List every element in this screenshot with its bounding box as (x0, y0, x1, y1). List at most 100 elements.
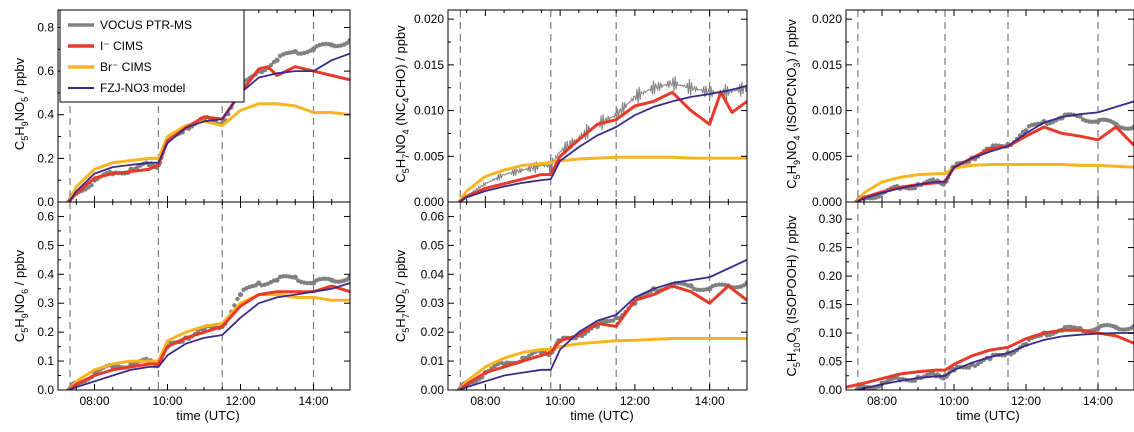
legend-label-brcims: Br⁻ CIMS (100, 60, 152, 74)
series-icims-line (458, 284, 747, 390)
data-point (268, 62, 274, 68)
series-icims-line (67, 65, 350, 202)
y-tick-label: 0.2 (37, 151, 54, 165)
x-axis-title-middle: time (UTC) (570, 408, 634, 423)
x-tick-label: 14:00 (298, 394, 328, 408)
y-axis-title-c5h7no4: C5H7NO4 (NC4CHO) / ppbv (393, 25, 411, 183)
series-brcims-line (458, 337, 747, 390)
data-point (744, 280, 747, 286)
data-point (320, 276, 325, 281)
x-tick-label: 14:00 (695, 394, 725, 408)
y-axis-titles: C5H9NO5 / ppbv C5H9NO6 / ppbv C5H7NO4 (N… (12, 19, 802, 377)
chart-panels: 0.0 0.2 0.4 0.6 0.8 0.0 0.1 0.2 0.3 0.4 0.5 0.6 08:0… (37, 9, 1134, 408)
y-tick-label: 0.000 (812, 195, 842, 209)
panel-c5h7no4: 0.000 0.005 0.010 0.015 0.020 (414, 9, 748, 209)
panel-c5h7no5: 0.00 0.01 0.02 0.03 0.04 0.05 0.06 08:00 10:00 12… (421, 201, 748, 408)
series-model-line (856, 100, 1134, 202)
y-tick-label: 0.04 (421, 267, 445, 281)
data-point (89, 182, 94, 188)
series-brcims-line (855, 163, 1134, 202)
data-point (274, 57, 280, 63)
y-tick-label: 0.00 (421, 383, 445, 397)
series-icims-line (458, 90, 747, 202)
x-tick-label: 10:00 (939, 394, 969, 408)
data-point (876, 194, 882, 199)
y-tick-label: 0.5 (37, 238, 54, 252)
y-tick-label: 0.8 (37, 20, 54, 34)
data-point (347, 37, 350, 44)
plot-area-c5h9no4 (854, 100, 1134, 202)
y-tick-label: 0.020 (812, 12, 842, 26)
y-tick-label: 0.015 (414, 58, 444, 72)
legend-label-model: FZJ-NO3 model (100, 81, 185, 95)
plot-area-c5h9no6 (66, 274, 350, 390)
y-tick-label: 0.02 (421, 325, 445, 339)
panel-c5h10o3: 0.00 0.05 0.10 0.15 0.20 0.25 0.30 08:00 10:00 12… (819, 201, 1134, 408)
plot-area-c5h7no4 (457, 76, 747, 202)
series-vocus-trace (458, 76, 747, 202)
y-tick-label: 0.25 (819, 241, 843, 255)
data-point (1131, 124, 1134, 130)
panel-frame (845, 201, 1134, 391)
series-icims-line (846, 328, 1134, 389)
data-point (310, 280, 317, 286)
x-tick-label: 10:00 (545, 394, 575, 408)
y-axis-title-c5h10o3: C5H10O3 (ISOPOOH) / ppbv (784, 215, 802, 376)
data-point (237, 291, 244, 298)
y-tick-label: 0.4 (37, 108, 54, 122)
data-point (296, 51, 301, 56)
y-tick-label: 0.6 (37, 64, 54, 78)
y-axis-title-c5h7no5: C5H7NO5 / ppbv (393, 249, 411, 342)
series-brcims-line (457, 155, 747, 202)
x-tick-label: 10:00 (152, 394, 182, 408)
panel-c5h9no4: 0.000 0.005 0.010 0.015 0.020 (812, 9, 1134, 209)
y-tick-label: 0.005 (414, 149, 444, 163)
x-tick-label: 12:00 (225, 394, 255, 408)
x-axis-titles: time (UTC) time (UTC) time (UTC) (176, 408, 1020, 423)
data-point (526, 353, 532, 359)
data-point (707, 286, 713, 292)
x-tick-label: 12:00 (620, 394, 650, 408)
data-point (292, 274, 298, 280)
y-tick-label: 0.000 (414, 195, 444, 209)
data-point (698, 287, 703, 293)
series-icims-line (67, 284, 350, 390)
legend: VOCUS PTR-MS I⁻ CIMS Br⁻ CIMS FZJ-NO3 model (59, 9, 245, 103)
series-model-line (856, 332, 1134, 390)
data-point (305, 280, 310, 286)
plot-area-c5h7no5 (456, 258, 747, 390)
series-vocus-points (854, 112, 1134, 202)
series-vocus-line (458, 76, 747, 202)
data-point (332, 43, 337, 49)
data-point (912, 185, 918, 191)
y-tick-label: 0.2 (37, 325, 54, 339)
data-point (86, 185, 91, 190)
data-point (347, 274, 350, 280)
data-point (716, 282, 722, 287)
x-tick-label: 14:00 (1083, 394, 1113, 408)
data-point (232, 303, 237, 308)
y-tick-label: 0.005 (812, 149, 842, 163)
panel-c5h9no6: 0.0 0.1 0.2 0.3 0.4 0.5 0.6 08:00 10:00 12:00 14:0… (37, 201, 351, 408)
y-tick-label: 0.0 (37, 383, 54, 397)
legend-label-icims: I⁻ CIMS (100, 39, 143, 53)
y-tick-label: 0.30 (819, 212, 843, 226)
x-axis-title-left: time (UTC) (176, 408, 240, 423)
x-tick-label: 08:00 (470, 394, 500, 408)
x-axis-title-right: time (UTC) (956, 408, 1020, 423)
y-tick-label: 0.6 (37, 209, 54, 223)
y-tick-label: 0.10 (819, 326, 843, 340)
y-tick-label: 0.01 (421, 354, 445, 368)
y-tick-label: 0.020 (414, 12, 444, 26)
plot-area-c5h10o3 (846, 322, 1134, 390)
y-tick-label: 0.15 (819, 298, 843, 312)
plot-area-c5h9no5 (66, 37, 350, 202)
y-tick-label: 0.05 (819, 355, 843, 369)
series-model-line (458, 258, 747, 390)
y-tick-label: 0.4 (37, 267, 54, 281)
data-point (504, 360, 510, 365)
legend-label-vocus: VOCUS PTR-MS (100, 18, 192, 32)
y-tick-label: 0.05 (421, 238, 445, 252)
